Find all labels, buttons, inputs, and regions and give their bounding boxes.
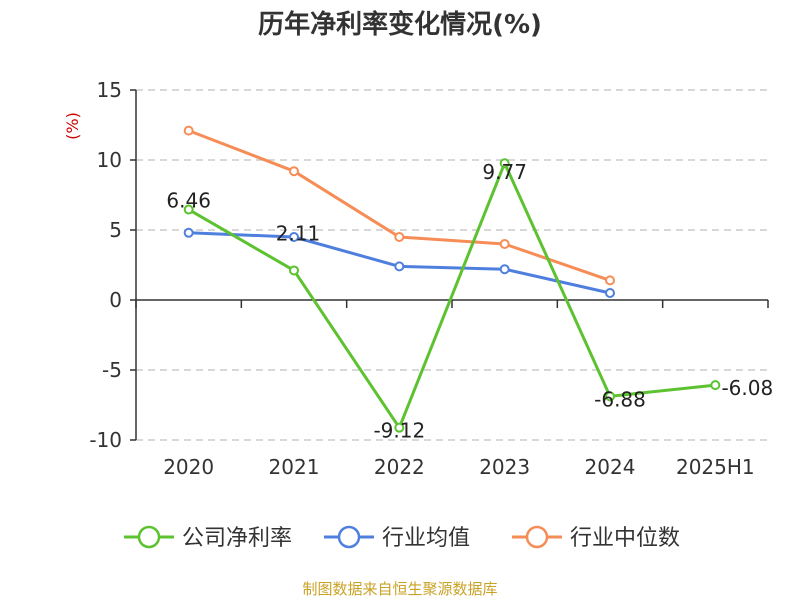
y-tick-label: 0 [109, 288, 122, 312]
y-tick-label: 15 [97, 78, 122, 102]
legend-marker [525, 525, 549, 549]
y-tick-label: -10 [89, 428, 122, 452]
data-point[interactable] [710, 380, 721, 391]
data-label: 9.77 [482, 160, 527, 184]
x-tick-label: 2020 [163, 455, 214, 479]
legend-label: 行业中位数 [570, 526, 680, 551]
x-tick-label: 2022 [374, 455, 425, 479]
data-point[interactable] [183, 125, 194, 136]
legend-label: 行业均值 [382, 526, 470, 551]
y-tick-label: 10 [97, 148, 122, 172]
data-point[interactable] [499, 158, 510, 169]
data-point[interactable] [183, 227, 194, 238]
data-point[interactable] [394, 232, 405, 242]
data-label: -9.12 [373, 419, 425, 443]
data-point[interactable] [605, 391, 615, 402]
data-point[interactable] [289, 166, 299, 177]
series-line [187, 161, 716, 430]
data-label: -6.08 [721, 376, 773, 400]
y-tick-label: 5 [109, 218, 122, 242]
y-tick-label: -5 [102, 358, 122, 382]
y-axis-title: (%) [63, 112, 82, 140]
legend-marker [137, 525, 161, 549]
x-tick-label: 2021 [269, 455, 320, 479]
legend: 公司净利率 行业均值 行业中位数 [124, 525, 680, 551]
data-point[interactable] [605, 288, 615, 298]
grid-lines [136, 89, 768, 441]
chart-title: 历年净利率变化情况(%) [258, 10, 542, 40]
x-tick-label: 2023 [479, 455, 530, 479]
data-label: 2.11 [276, 221, 321, 245]
data-point[interactable] [394, 261, 405, 272]
x-tick-label: 2024 [585, 455, 636, 479]
legend-label: 公司净利率 [182, 526, 292, 551]
data-point[interactable] [289, 265, 299, 276]
data-point[interactable] [605, 275, 615, 286]
data-point[interactable] [183, 204, 194, 215]
legend-marker [337, 525, 361, 549]
source-note: 制图数据来自恒生聚源数据库 [302, 580, 498, 598]
data-label: -6.88 [594, 387, 646, 411]
data-labels: 6.46 2.11 -9.12 9.77 -6.88 -6.08 [166, 160, 773, 442]
data-point[interactable] [499, 264, 510, 275]
data-point[interactable] [499, 239, 510, 249]
data-label: 6.46 [166, 189, 211, 213]
data-point[interactable] [394, 422, 405, 433]
series-lines [183, 125, 721, 433]
axes: 15 10 5 0 -5 -10 2020 2021 2022 2023 2024 2025H1 (%) [63, 78, 769, 479]
data-point[interactable] [289, 232, 299, 242]
x-tick-label: 2025H1 [676, 455, 755, 479]
